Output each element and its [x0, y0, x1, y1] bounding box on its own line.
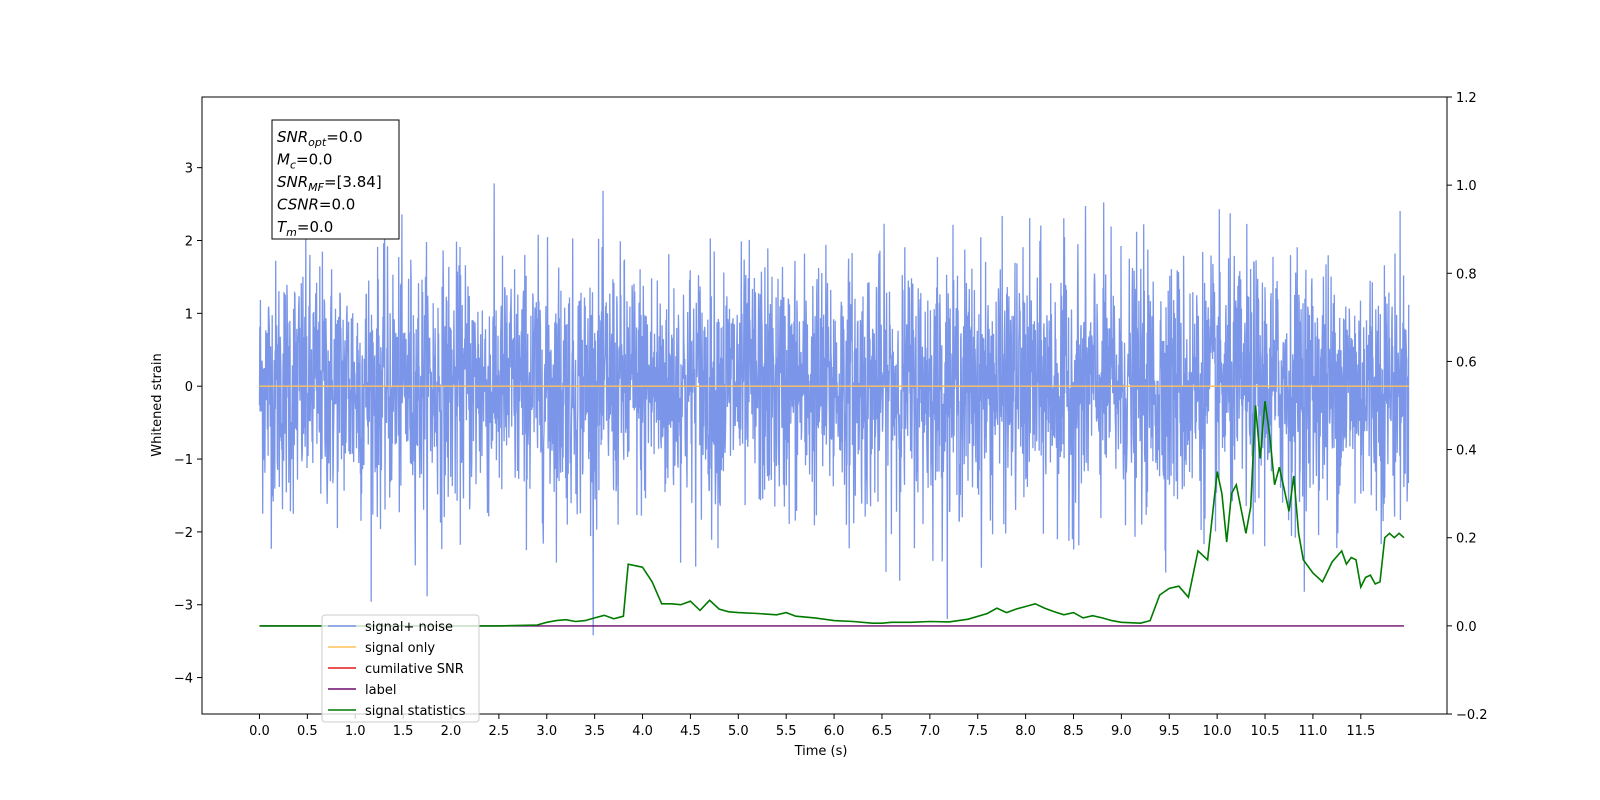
- y2-tick-label: 1.2: [1456, 91, 1477, 106]
- x-tick-label: 8.5: [1063, 724, 1084, 739]
- x-tick-label: 0.0: [249, 724, 270, 739]
- x-tick-label: 5.0: [728, 724, 749, 739]
- legend-frame: [321, 614, 480, 723]
- y-axis-left: −4 −3 −2 −1 0 1 2 3: [174, 162, 202, 687]
- x-tick-label: 6.0: [824, 724, 845, 739]
- x-tick-label: 9.0: [1111, 724, 1132, 739]
- x-tick-label: 2.5: [489, 724, 510, 739]
- legend-entry: signal+ noise: [365, 620, 453, 635]
- x-tick-label: 10.0: [1203, 724, 1232, 739]
- x-tick-label: 5.5: [776, 724, 797, 739]
- y-tick-label: −4: [174, 672, 193, 687]
- y-tick-label: 1: [185, 307, 193, 322]
- plot-frame: [201, 96, 1448, 715]
- x-tick-label: 1.5: [393, 724, 414, 739]
- legend-entry: signal only: [365, 641, 435, 656]
- legend-entry: label: [365, 683, 396, 698]
- legend: signal+ noise signal only cumilative SNR la…: [321, 614, 480, 723]
- series-signal-noise: [258, 183, 1410, 636]
- x-tick-label: 9.5: [1159, 724, 1180, 739]
- x-tick-label: 1.0: [345, 724, 366, 739]
- y2-tick-label: 0.0: [1456, 620, 1477, 635]
- y2-tick-label: 0.4: [1456, 444, 1477, 459]
- y2-tick-label: 0.6: [1456, 355, 1477, 370]
- annotation-frame: [271, 119, 400, 240]
- annotation-line: Tm=0.0: [277, 218, 333, 239]
- y-tick-label: −3: [174, 599, 193, 614]
- y-tick-label: 3: [185, 162, 193, 177]
- x-tick-label: 3.5: [584, 724, 605, 739]
- x-tick-label: 6.5: [872, 724, 893, 739]
- x-tick-label: 11.0: [1298, 724, 1327, 739]
- y-tick-label: 2: [185, 235, 193, 250]
- x-axis: 0.0 0.5 1.0 1.5 2.0 2.5 3.0 3.5 4.0 4.5 5.0 5.5 6.0 6…: [249, 714, 1375, 739]
- annotation-line: SNRopt=0.0: [277, 128, 363, 149]
- y-tick-label: 0: [185, 380, 193, 395]
- series-signal-statistics: [259, 400, 1405, 627]
- x-tick-label: 8.0: [1015, 724, 1036, 739]
- y2-tick-label: −0.2: [1456, 708, 1488, 723]
- x-axis-label: Time (s): [794, 744, 848, 759]
- x-tick-label: 11.5: [1346, 724, 1375, 739]
- x-tick-label: 10.5: [1251, 724, 1280, 739]
- y2-tick-label: 0.2: [1456, 532, 1477, 547]
- y-axis-label: Whitened strain: [150, 353, 165, 456]
- x-tick-label: 4.0: [632, 724, 653, 739]
- annotation-line: Mc=0.0: [277, 151, 332, 172]
- y2-tick-label: 1.0: [1456, 179, 1477, 194]
- x-tick-label: 3.0: [536, 724, 557, 739]
- x-tick-label: 0.5: [297, 724, 318, 739]
- legend-entry: signal statistics: [365, 704, 466, 719]
- annotation-line: CSNR=0.0: [277, 196, 355, 214]
- legend-entry: cumilative SNR: [365, 662, 464, 677]
- plot-area: [258, 183, 1410, 636]
- y-axis-right: −0.2 0.0 0.2 0.4 0.6 0.8 1.0 1.2: [1447, 91, 1488, 723]
- x-tick-label: 7.5: [967, 724, 988, 739]
- y-tick-label: −1: [174, 453, 193, 468]
- y-tick-label: −2: [174, 526, 193, 541]
- x-tick-label: 4.5: [680, 724, 701, 739]
- annotation-line: SNRMF=[3.84]: [277, 173, 382, 194]
- x-tick-label: 7.0: [920, 724, 941, 739]
- x-tick-label: 2.0: [441, 724, 462, 739]
- y2-tick-label: 0.8: [1456, 267, 1477, 282]
